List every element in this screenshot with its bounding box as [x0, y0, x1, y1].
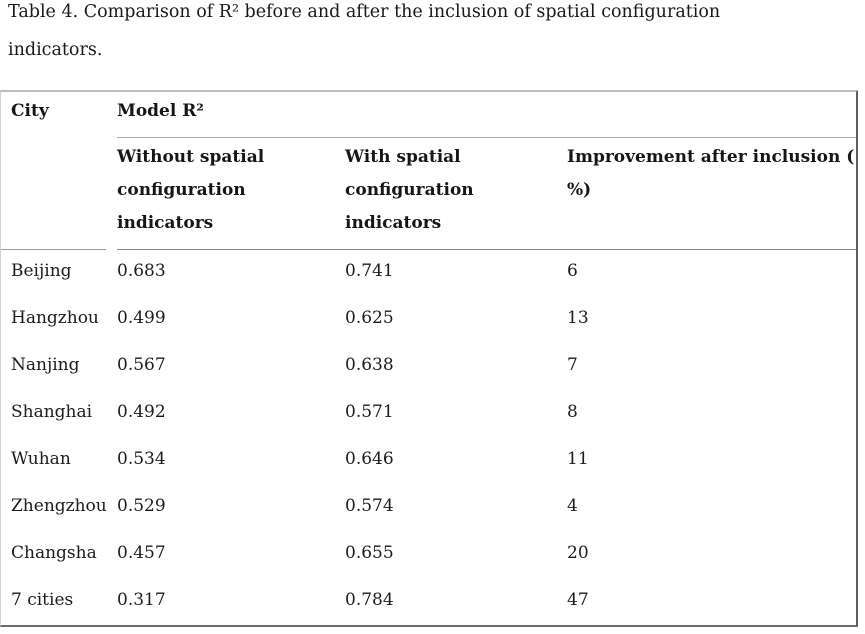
- cell-city: Beijing: [11, 261, 72, 281]
- column-group-header-model-r2: Model R²: [117, 101, 204, 121]
- cell-city: Shanghai: [11, 402, 93, 422]
- cell-city: Wuhan: [11, 449, 71, 469]
- table-caption: Table 4. Comparison of R² before and aft…: [8, 2, 721, 60]
- subheader-without-spatial: Without spatial configuration indicators: [117, 147, 265, 233]
- cell-with: 0.646: [345, 449, 394, 469]
- cell-improvement: 4: [567, 496, 578, 516]
- cell-with: 0.625: [345, 308, 394, 328]
- cell-without: 0.457: [117, 543, 166, 563]
- cell-without: 0.534: [117, 449, 166, 469]
- cell-city: 7 cities: [11, 590, 74, 610]
- cell-with: 0.655: [345, 543, 394, 563]
- divider-under-subheaders: [117, 249, 856, 250]
- cell-city: Zhengzhou: [11, 496, 107, 516]
- cell-with: 0.784: [345, 590, 394, 610]
- divider-under-city-header: [1, 249, 106, 250]
- cell-improvement: 7: [567, 355, 578, 375]
- cell-improvement: 6: [567, 261, 578, 281]
- subheader-with-spatial: With spatial configuration indicators: [345, 147, 474, 233]
- cell-without: 0.499: [117, 308, 166, 328]
- column-header-city: City: [11, 101, 49, 121]
- cell-improvement: 13: [567, 308, 589, 328]
- cell-without: 0.567: [117, 355, 166, 375]
- table-grid: City Model R² Without spatial configurat…: [1, 92, 856, 625]
- table-4: City Model R² Without spatial configurat…: [0, 90, 858, 627]
- cell-without: 0.492: [117, 402, 166, 422]
- cell-improvement: 47: [567, 590, 589, 610]
- cell-without: 0.683: [117, 261, 166, 281]
- cell-with: 0.741: [345, 261, 394, 281]
- cell-improvement: 20: [567, 543, 589, 563]
- cell-with: 0.571: [345, 402, 394, 422]
- cell-without: 0.529: [117, 496, 166, 516]
- cell-without: 0.317: [117, 590, 166, 610]
- cell-city: Nanjing: [11, 355, 80, 375]
- cell-city: Hangzhou: [11, 308, 99, 328]
- cell-with: 0.574: [345, 496, 394, 516]
- cell-city: Changsha: [11, 543, 97, 563]
- cell-improvement: 8: [567, 402, 578, 422]
- cell-improvement: 11: [567, 449, 589, 469]
- cell-with: 0.638: [345, 355, 394, 375]
- subheader-improvement: Improvement after inclusion ( %): [567, 147, 855, 200]
- divider-under-group-header: [117, 137, 856, 138]
